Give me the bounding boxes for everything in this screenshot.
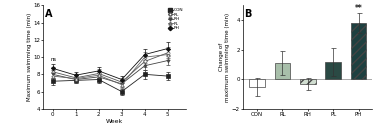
X-axis label: Week: Week	[106, 119, 124, 124]
Y-axis label: Maximum swimming time (min): Maximum swimming time (min)	[26, 13, 32, 101]
Y-axis label: Change of
maximum swimming time (min): Change of maximum swimming time (min)	[220, 13, 230, 102]
Bar	[300, 79, 316, 84]
Text: A: A	[45, 9, 53, 18]
Text: ns: ns	[51, 57, 57, 62]
Bar	[274, 63, 290, 79]
Text: **: **	[355, 4, 363, 13]
Bar	[249, 79, 265, 87]
Bar	[351, 23, 366, 79]
Bar	[325, 62, 341, 79]
Legend: CON, RL, RH, PL, PH: CON, RL, RH, PL, PH	[167, 8, 184, 31]
Text: B: B	[245, 9, 252, 18]
